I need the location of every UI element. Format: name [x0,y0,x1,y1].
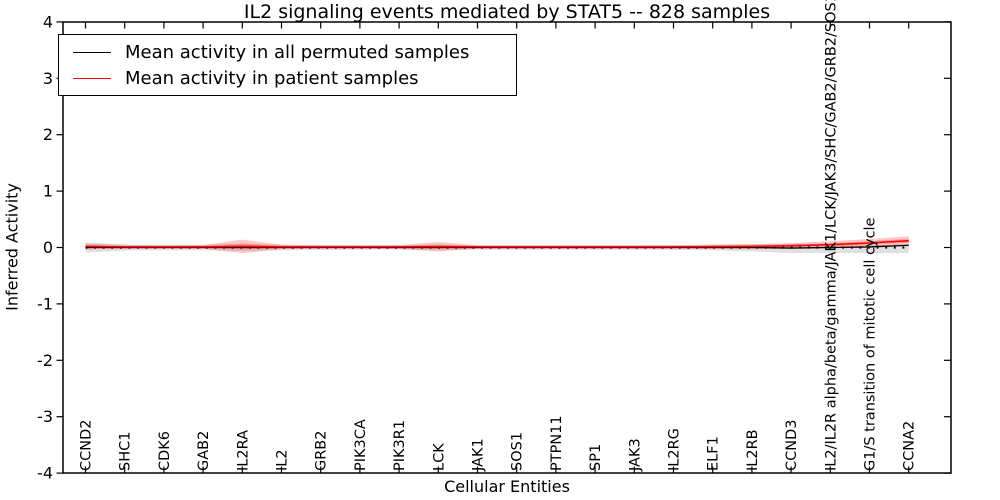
legend-box: Mean activity in all permuted samples Me… [58,34,517,96]
legend-line-red [73,77,111,79]
x-tick-label: SP1 [588,444,604,471]
y-tick-label: 0 [43,238,53,257]
legend-item-permuted: Mean activity in all permuted samples [73,39,516,65]
x-tick-label: PIK3R1 [392,420,408,471]
x-tick-label: CDK6 [157,431,173,471]
x-tick-label: CCNA2 [902,421,918,471]
x-tick-label: IL2RG [667,428,683,471]
y-tick-label: 2 [43,125,53,144]
y-tick-label: 3 [43,69,53,88]
x-tick-label: SOS1 [510,432,526,471]
x-tick-label: G1/S transition of mitotic cell cycle [863,217,879,471]
y-tick-label: -1 [37,294,53,313]
x-axis-label: Cellular Entities [444,477,570,496]
tick-marks [56,21,951,474]
patient-mean-line [85,239,909,248]
x-tick-label: LCK [431,443,447,471]
chart-title: IL2 signaling events mediated by STAT5 -… [243,1,771,23]
x-tick-label: JAK1 [471,438,487,472]
x-tick-label: ELF1 [706,436,722,471]
y-tick-labels: -4 -3 -2 -1 0 1 2 3 4 [37,12,53,482]
x-tick-label: GAB2 [196,431,212,471]
y-axis-label: Inferred Activity [2,183,22,311]
x-tick-labels: CCND2 SHC1 CDK6 GAB2 IL2RA IL2 GRB2 PIK3CA PIK3R… [79,0,918,472]
x-tick-label: PIK3CA [353,419,369,471]
y-tick-label: -3 [37,407,53,426]
x-tick-label: SHC1 [118,432,134,471]
x-tick-label: GRB2 [314,431,330,471]
x-tick-label: PTPN11 [549,415,565,471]
x-tick-label: CCND3 [784,420,800,472]
y-tick-label: -4 [37,464,53,483]
y-tick-label: 1 [43,182,53,201]
x-tick-label: JAK3 [627,438,643,472]
x-tick-label: IL2/IL2R alpha/beta/gamma/JAK1/LCK/JAK3/… [823,0,839,471]
legend-item-patient: Mean activity in patient samples [73,65,516,91]
x-tick-label: IL2 [275,449,291,471]
y-tick-label: -2 [37,351,53,370]
y-tick-label: 4 [43,12,53,31]
legend-label-permuted: Mean activity in all permuted samples [125,41,470,63]
x-tick-label: CCND2 [79,420,95,472]
legend-label-patient: Mean activity in patient samples [125,67,419,89]
x-tick-label: IL2RA [235,430,251,471]
patient-std-band [85,236,909,254]
legend-line-black [73,51,111,53]
x-tick-label: IL2RB [745,429,761,471]
